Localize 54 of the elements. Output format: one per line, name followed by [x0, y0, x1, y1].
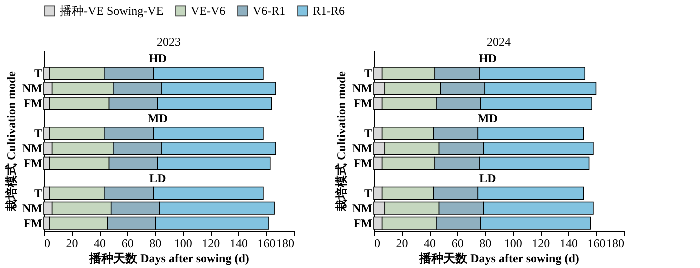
- legend-label: V6-R1: [253, 4, 286, 18]
- x-tick-label: 160: [588, 236, 606, 250]
- x-tick-label: 140: [560, 236, 578, 250]
- x-tick-label: 20: [396, 236, 408, 250]
- annotation: HD: [148, 52, 168, 66]
- x-tick-label: 100: [504, 236, 522, 250]
- y-tick-label: T: [34, 126, 42, 141]
- y-tick-label: T: [364, 66, 372, 81]
- legend-label: 播种-VE Sowing-VE: [60, 4, 164, 18]
- annotation: LD: [480, 171, 497, 186]
- y-tick-label: FM: [24, 156, 42, 170]
- y-axis-title: 栽培模式 Cultivation mode: [334, 70, 349, 213]
- chart-title: 2023: [157, 35, 181, 49]
- x-tick-label: 60: [452, 236, 464, 250]
- y-tick-label: NM: [22, 82, 42, 96]
- x-tick-label: 0: [374, 236, 380, 250]
- y-tick-label: FM: [354, 96, 372, 111]
- annotation: MD: [148, 112, 168, 126]
- x-axis-title: 播种天数 Days after sowing (d): [88, 252, 250, 266]
- y-tick-label: FM: [354, 216, 372, 230]
- chart-title: 2024: [487, 35, 511, 49]
- annotation: HD: [478, 52, 498, 66]
- x-axis-title: 播种天数 Days after sowing (d): [418, 252, 580, 266]
- y-tick-label: FM: [24, 216, 42, 230]
- y-tick-label: NM: [22, 201, 42, 216]
- annotation: MD: [478, 112, 498, 126]
- y-tick-label: T: [364, 186, 372, 200]
- x-tick-label: 40: [94, 236, 106, 250]
- y-tick-label: T: [364, 126, 372, 141]
- y-tick-label: NM: [352, 82, 372, 96]
- x-tick-label: 120: [532, 236, 550, 250]
- x-tick-label: 180: [606, 236, 624, 250]
- annotation: LD: [150, 171, 167, 186]
- x-tick-label: 80: [480, 236, 492, 250]
- legend-label: VE-V6: [191, 4, 226, 18]
- y-tick-label: T: [34, 186, 42, 200]
- x-tick-label: 0: [44, 236, 50, 250]
- x-tick-label: 120: [202, 236, 220, 250]
- y-tick-label: T: [34, 66, 42, 81]
- x-tick-label: 60: [122, 236, 134, 250]
- y-tick-label: FM: [354, 156, 372, 170]
- y-tick-label: FM: [24, 96, 42, 111]
- x-tick-label: 100: [174, 236, 192, 250]
- y-tick-label: NM: [22, 141, 42, 156]
- y-axis-title: 栽培模式 Cultivation mode: [4, 70, 19, 213]
- x-tick-label: 80: [150, 236, 162, 250]
- x-tick-label: 20: [66, 236, 78, 250]
- y-tick-label: NM: [352, 141, 372, 156]
- x-tick-label: 180: [276, 236, 294, 250]
- y-tick-label: NM: [352, 201, 372, 216]
- x-tick-label: 40: [424, 236, 436, 250]
- x-tick-label: 140: [230, 236, 248, 250]
- x-tick-label: 160: [258, 236, 276, 250]
- legend-label: R1-R6: [313, 4, 346, 18]
